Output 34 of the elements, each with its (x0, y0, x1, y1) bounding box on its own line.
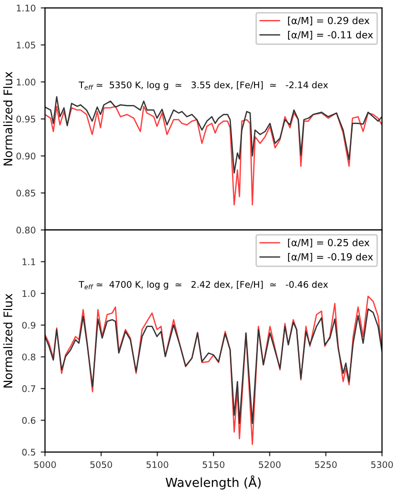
y-tick-label: 0.90 (16, 152, 36, 160)
y-tick-label: 0.6 (22, 417, 36, 424)
line-series (45, 296, 382, 446)
y-tick-label: 0.5 (22, 448, 36, 456)
x-tick-label: 5050 (90, 461, 112, 468)
y-tick-label: 0.8 (22, 354, 36, 360)
x-axis-title: Wavelength (Å) (166, 475, 261, 490)
line-series (45, 308, 382, 424)
x-tick-label: 5000 (34, 461, 56, 468)
y-tick-label: 0.80 (16, 226, 36, 234)
legend-label: [α/M] = -0.11 dex (288, 30, 373, 40)
y-tick-label: 1.1 (22, 258, 36, 266)
y-axis-title: Normalized Flux (3, 72, 12, 166)
y-tick-label: 0.95 (16, 116, 36, 122)
y-tick-label: 1.05 (16, 42, 36, 48)
x-tick-label: 5100 (146, 461, 168, 468)
legend-label: [α/M] = 0.25 dex (288, 238, 370, 248)
y-axis-title: Normalized Flux (3, 294, 12, 388)
y-tick-label: 1.0 (22, 290, 36, 297)
legend-label: [α/M] = -0.19 dex (288, 252, 373, 262)
annotation: T$_{eff}$ ≃ 5350 K, log g ≃ 3.55 dex, [Fe/H] ≃ -2.14 dex (78, 81, 328, 90)
line-series (45, 106, 382, 206)
y-tick-label: 1.00 (16, 78, 36, 86)
x-tick-label: 5300 (371, 461, 393, 468)
y-tick-label: 0.7 (22, 385, 36, 392)
line-series (45, 96, 382, 174)
x-tick-label: 5150 (202, 461, 224, 468)
y-tick-label: 1.10 (16, 4, 36, 12)
x-tick-label: 5200 (258, 461, 281, 468)
annotation: T$_{eff}$ ≃ 4700 K, log g ≃ 2.42 dex, [Fe/H] ≃ -0.46 dex (78, 280, 328, 290)
y-tick-label: 0.9 (22, 322, 36, 329)
y-tick-label: 0.85 (16, 190, 36, 197)
x-tick-label: 5250 (315, 461, 337, 468)
legend-label: [α/M] = 0.29 dex (288, 16, 370, 26)
